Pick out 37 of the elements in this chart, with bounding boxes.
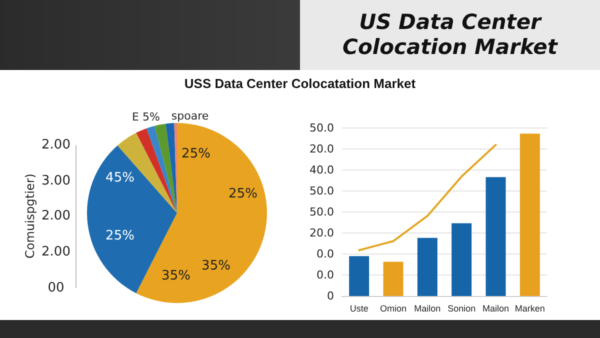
text: 25% <box>182 146 210 162</box>
text: 0.0 <box>316 268 334 282</box>
bar <box>383 262 404 296</box>
text: E 5% <box>132 110 160 124</box>
bar <box>486 177 506 296</box>
text: 25% <box>228 186 258 202</box>
x-tick-label: Omion <box>380 304 407 314</box>
text: 20.0 <box>310 226 334 240</box>
x-tick-label: Sonion <box>448 304 476 314</box>
text: USS Data Center Colocatation Market <box>183 76 417 91</box>
bar <box>349 256 370 296</box>
text: 20.0 <box>310 142 334 156</box>
text: 3.00 <box>42 174 70 188</box>
text: 35% <box>202 258 230 274</box>
text: 40.0 <box>310 164 334 176</box>
bar <box>417 238 438 296</box>
bar <box>520 134 540 296</box>
text: spoare <box>171 110 209 122</box>
text: 35% <box>162 268 190 284</box>
text: 50.0 <box>310 206 334 218</box>
text: 25% <box>106 228 134 244</box>
text: 0.0 <box>316 248 334 260</box>
text: Comuispgtier) <box>23 174 37 258</box>
text: 00 <box>48 280 64 296</box>
bar <box>452 223 472 296</box>
text: US Data Center Colocation Market <box>342 10 559 60</box>
text: 2.00 <box>42 208 70 224</box>
text: 50.0 <box>310 184 334 198</box>
x-tick-label: Uste <box>350 304 368 314</box>
text: 2.00 <box>42 138 70 152</box>
x-tick-label: Marken <box>514 304 545 314</box>
text: 45% <box>106 170 134 186</box>
x-tick-label: Mailon <box>482 304 510 314</box>
x-tick-label: Mailon <box>414 304 441 314</box>
text: 50.0 <box>310 122 334 134</box>
text: 0 <box>327 290 334 302</box>
text: 2.00 <box>42 244 70 260</box>
